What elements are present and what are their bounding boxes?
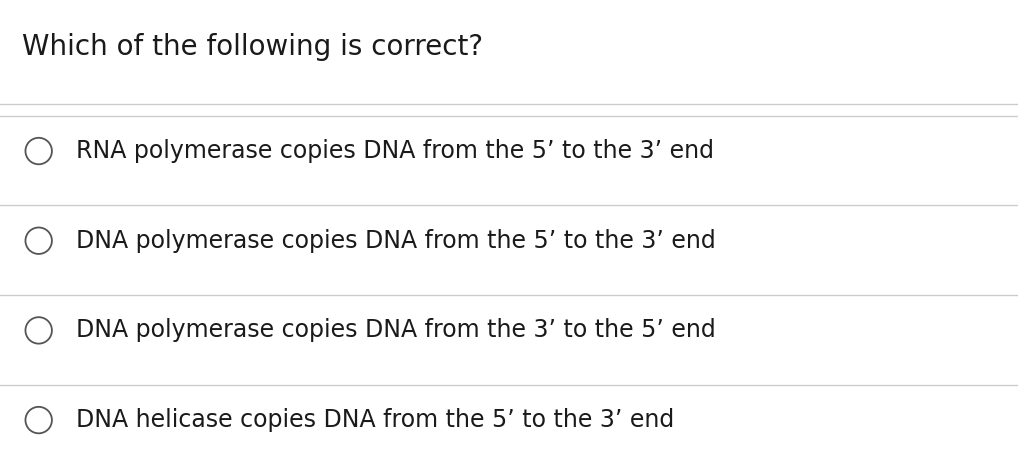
- Text: Which of the following is correct?: Which of the following is correct?: [22, 33, 484, 61]
- Text: DNA helicase copies DNA from the 5’ to the 3’ end: DNA helicase copies DNA from the 5’ to t…: [76, 408, 675, 432]
- Text: DNA polymerase copies DNA from the 3’ to the 5’ end: DNA polymerase copies DNA from the 3’ to…: [76, 319, 716, 342]
- Text: DNA polymerase copies DNA from the 5’ to the 3’ end: DNA polymerase copies DNA from the 5’ to…: [76, 229, 716, 253]
- Text: RNA polymerase copies DNA from the 5’ to the 3’ end: RNA polymerase copies DNA from the 5’ to…: [76, 139, 715, 163]
